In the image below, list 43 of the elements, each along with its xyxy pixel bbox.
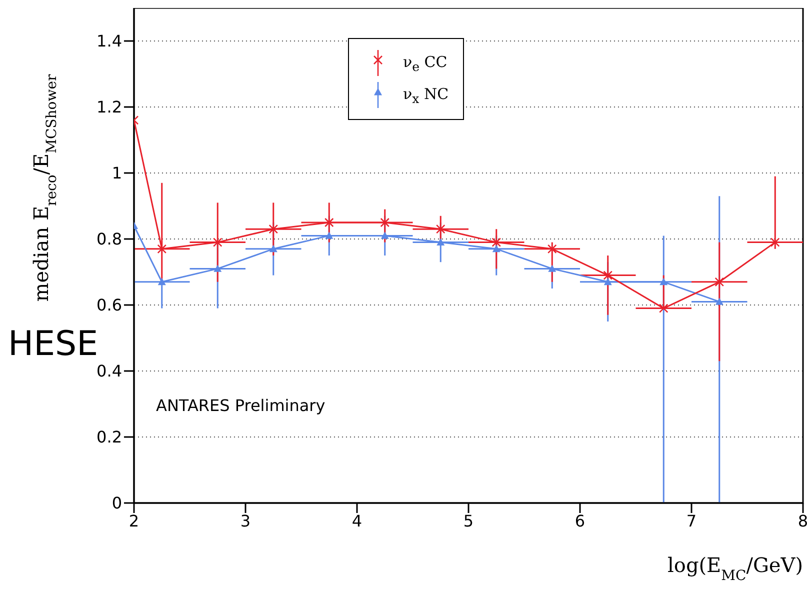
legend-label: ν$_{e}$ CC (403, 52, 448, 74)
y-tick-label: 1.2 (96, 98, 122, 117)
y-tick-label: 1 (112, 164, 122, 183)
point (324, 218, 334, 228)
point (548, 264, 556, 272)
x-tick-label: 4 (352, 511, 362, 530)
x-tick-label: 5 (463, 511, 474, 530)
point (214, 264, 222, 272)
y-tick-label: 0.6 (96, 296, 122, 315)
point (380, 232, 389, 239)
y-tick-label: 1.4 (96, 32, 122, 51)
text: HESE (8, 324, 98, 364)
y-tick-label: 0 (112, 494, 122, 513)
point (714, 277, 724, 287)
point (770, 238, 780, 247)
point (268, 224, 278, 234)
x-tick-label: 6 (574, 511, 586, 530)
point (380, 218, 390, 228)
legend-label: ν$_{x}$ NC (403, 84, 449, 106)
point (660, 278, 668, 286)
y-tick-label: 0.2 (96, 428, 122, 447)
point (436, 238, 445, 246)
point (492, 244, 500, 252)
y-tick-label: 0.8 (96, 230, 122, 249)
point (603, 270, 613, 280)
point (212, 238, 222, 247)
point (658, 304, 668, 313)
x-tick-label: 2 (128, 511, 140, 530)
point (604, 278, 612, 286)
x-tick-label: 8 (798, 511, 807, 530)
point (492, 238, 502, 247)
y-tick-label: 0.4 (96, 362, 122, 381)
point (715, 298, 724, 305)
point (157, 244, 167, 254)
x-tick-label: 3 (240, 511, 251, 530)
point (325, 232, 334, 239)
annotation: ANTARES Preliminary (156, 396, 326, 415)
point (269, 244, 278, 252)
x-axis-title: log(E$_{MC}$/GeV) (668, 553, 803, 584)
point (547, 244, 557, 254)
point (158, 278, 166, 286)
point (436, 224, 446, 234)
x-tick-label: 7 (686, 511, 697, 530)
